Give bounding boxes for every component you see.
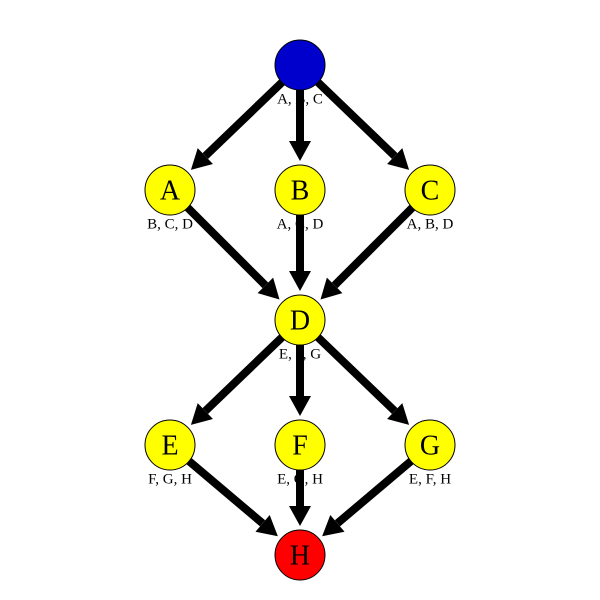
node-circle bbox=[275, 40, 325, 90]
node-sublabel: F, G, H bbox=[148, 472, 192, 488]
graph-node: D E, F, G bbox=[275, 295, 325, 363]
edge-arrowhead bbox=[289, 506, 311, 526]
graph-node: G E, F, H bbox=[405, 420, 455, 488]
node-sublabel: A, B, C bbox=[277, 92, 323, 108]
diagram-canvas: A, B, C A B, C, D B A, C, D C A, B, D D E, F, G E… bbox=[0, 0, 600, 600]
edge bbox=[189, 461, 263, 523]
node-sublabel: E, F, H bbox=[409, 472, 451, 488]
graph-node: C A, B, D bbox=[405, 165, 455, 233]
node-sublabel: B, C, D bbox=[147, 217, 193, 233]
node-label: G bbox=[420, 431, 440, 462]
edge bbox=[337, 461, 411, 523]
edge bbox=[318, 337, 395, 411]
node-label: H bbox=[290, 541, 310, 572]
graph-node: F E, G, H bbox=[275, 420, 325, 488]
node-label: B bbox=[291, 176, 310, 207]
edge bbox=[205, 337, 282, 411]
graph-node: E F, G, H bbox=[145, 420, 195, 488]
graph-node: B A, C, D bbox=[275, 165, 325, 233]
edge-arrowhead bbox=[289, 141, 311, 161]
edge bbox=[205, 82, 282, 156]
edge bbox=[335, 208, 413, 286]
node-sublabel: E, F, G bbox=[279, 347, 321, 363]
node-sublabel: E, G, H bbox=[277, 472, 323, 488]
node-label: F bbox=[292, 431, 308, 462]
node-sublabel: A, B, D bbox=[407, 217, 454, 233]
graph-node: H bbox=[275, 530, 325, 580]
node-label: C bbox=[421, 176, 440, 207]
edge bbox=[318, 82, 395, 156]
graph-node: A, B, C bbox=[275, 40, 325, 108]
node-label: E bbox=[161, 431, 178, 462]
node-label: A bbox=[160, 176, 181, 207]
node-sublabel: A, C, D bbox=[277, 217, 324, 233]
edge-arrowhead bbox=[289, 271, 311, 291]
edge-arrowhead bbox=[289, 396, 311, 416]
graph-node: A B, C, D bbox=[145, 165, 195, 233]
edge bbox=[188, 208, 266, 286]
node-label: D bbox=[290, 306, 310, 337]
